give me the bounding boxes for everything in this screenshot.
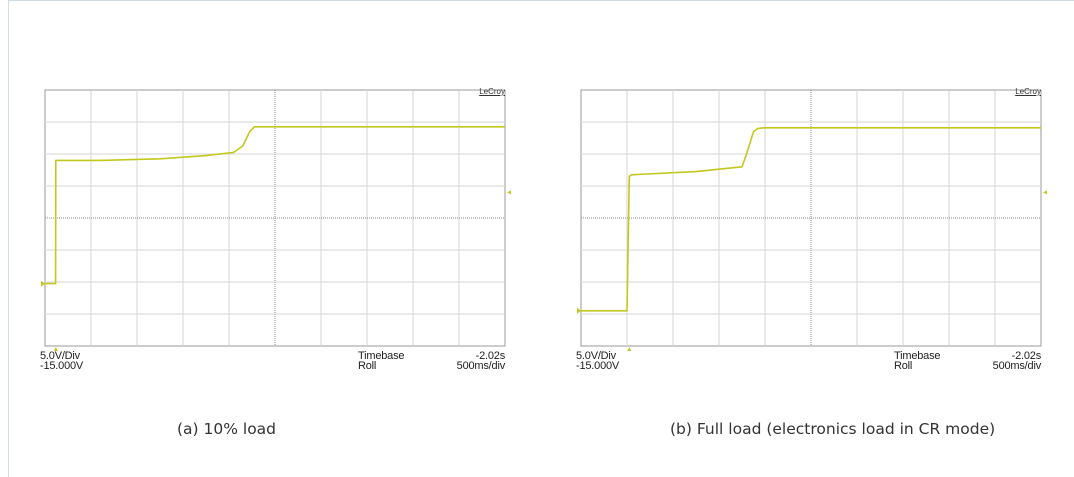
trace-point xyxy=(249,131,251,133)
trace-point xyxy=(757,127,759,129)
timebase-value: -2.02s xyxy=(475,350,506,362)
brand-label: LeCroy xyxy=(1015,87,1041,96)
time-per-div-value: 500ms/div xyxy=(992,360,1042,372)
trigger-point-icon xyxy=(53,347,58,351)
trigger-point-icon xyxy=(627,347,632,351)
trace-point xyxy=(764,127,766,129)
trigger-level-icon xyxy=(1043,190,1047,195)
trace-point xyxy=(1040,127,1042,129)
trace-point xyxy=(741,166,743,168)
caption-b: (b) Full load (electronics load in CR mo… xyxy=(670,420,996,438)
trace-point xyxy=(55,159,57,161)
trace-point xyxy=(695,171,697,173)
trace-point xyxy=(621,310,623,312)
trace-point xyxy=(580,310,582,312)
trace-point xyxy=(746,153,748,155)
timebase-label: Timebase xyxy=(358,350,405,362)
trace-point xyxy=(205,155,207,157)
trace-point xyxy=(626,310,628,312)
frame-top-border xyxy=(8,0,1074,1)
caption-a: (a) 10% load xyxy=(177,420,277,438)
channel-marker-icon xyxy=(577,307,581,314)
trace-point xyxy=(253,126,255,128)
volts-per-div-label: 5.0V/Div xyxy=(576,350,616,362)
scope-panel-b: LeCroy 5.0V/Div -15.000V Timebase -2.02s… xyxy=(576,85,1056,390)
roll-label: Roll xyxy=(894,360,913,372)
roll-label: Roll xyxy=(358,360,377,372)
timebase-value: -2.02s xyxy=(1011,350,1042,362)
trace-line xyxy=(581,126,1041,312)
time-per-div-value: 500ms/div xyxy=(456,360,506,372)
trace-point xyxy=(159,158,161,160)
scope-panel-a: LeCroy 5.0V/Div -15.000V Timebase -2.02s… xyxy=(40,85,520,390)
volts-per-div-label: 5.0V/Div xyxy=(40,350,80,362)
trigger-level-icon xyxy=(507,190,511,195)
timebase-label: Timebase xyxy=(894,350,941,362)
trace-point xyxy=(504,126,506,128)
frame-left-border xyxy=(8,0,9,477)
trace-point xyxy=(753,131,754,133)
trace-point xyxy=(50,283,52,285)
channel-marker-icon xyxy=(41,280,45,287)
scope-plot-b xyxy=(577,89,1047,351)
offset-label: -15.000V xyxy=(576,360,620,372)
trace-point xyxy=(628,175,630,177)
trace-point xyxy=(233,151,235,153)
scope-plot-a xyxy=(41,89,511,351)
trace-point xyxy=(242,145,244,147)
trace-point xyxy=(99,159,101,161)
offset-label: -15.000V xyxy=(40,360,84,372)
trace-point xyxy=(260,126,262,128)
trace-point xyxy=(631,174,633,176)
trace-point xyxy=(55,283,57,285)
brand-label: LeCroy xyxy=(479,87,505,96)
